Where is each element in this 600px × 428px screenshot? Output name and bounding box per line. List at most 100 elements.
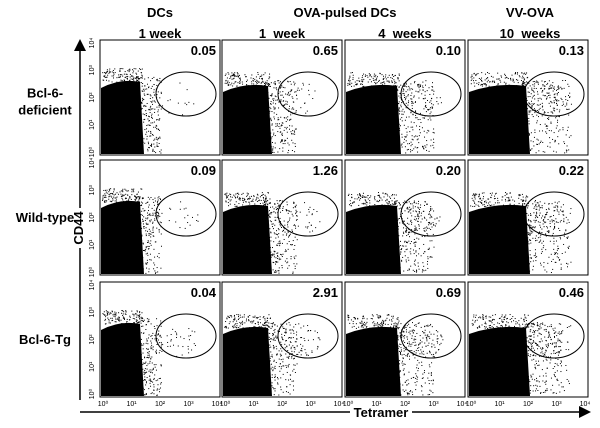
cell-dot (148, 318, 150, 320)
cell-dot (403, 141, 405, 143)
cell-dot (521, 83, 523, 85)
cell-dot (416, 218, 418, 220)
cell-dot (433, 141, 435, 143)
cell-dot (551, 219, 553, 221)
cell-dot (140, 268, 142, 270)
cell-dot (284, 117, 286, 119)
cell-dot (280, 389, 282, 391)
cell-dot (136, 271, 138, 273)
cell-dot (557, 222, 559, 224)
cell-dot (188, 339, 190, 341)
cell-dot (137, 147, 139, 149)
cell-dot (292, 207, 294, 209)
cell-dot (393, 359, 395, 361)
cell-dot (268, 252, 270, 254)
cell-dot (505, 200, 507, 202)
cell-dot (537, 216, 539, 218)
cell-dot (118, 316, 120, 318)
cell-dot (431, 216, 433, 218)
cell-dot (148, 271, 150, 273)
cell-dot (143, 379, 145, 381)
cell-dot (517, 72, 519, 74)
cell-dot (156, 119, 158, 121)
cell-dot (489, 205, 491, 207)
cell-dot (408, 116, 410, 118)
cell-dot (264, 111, 266, 113)
cell-dot (105, 76, 107, 78)
cell-dot (418, 238, 420, 240)
cell-dot (267, 84, 269, 86)
cell-dot (388, 80, 390, 82)
cell-dot (266, 216, 268, 218)
cell-dot (160, 383, 162, 385)
cell-dot (113, 73, 115, 75)
cell-dot (147, 343, 149, 345)
cell-dot (548, 203, 550, 205)
cell-dot (291, 356, 293, 358)
cell-dot (276, 336, 278, 338)
cell-dot (431, 89, 433, 91)
cell-dot (431, 362, 433, 364)
cell-dot (544, 222, 546, 224)
cell-dot (430, 256, 432, 258)
cell-dot (407, 379, 409, 381)
cell-dot (141, 97, 143, 99)
cell-dot (397, 102, 399, 104)
cell-dot (146, 318, 148, 320)
cell-dot (401, 245, 403, 247)
cell-dot (285, 121, 287, 123)
cell-dot (143, 104, 145, 106)
cell-dot (265, 236, 267, 238)
cell-dot (420, 122, 422, 124)
cell-dot (122, 199, 124, 201)
cell-dot (394, 267, 396, 269)
cell-dot (273, 100, 275, 102)
cell-dot (137, 346, 139, 348)
cell-dot (536, 143, 538, 145)
cell-dot (539, 124, 541, 126)
cell-dot (237, 195, 239, 197)
cell-dot (137, 373, 139, 375)
cell-dot (523, 108, 525, 110)
cell-dot (385, 192, 387, 194)
cell-dot (143, 249, 145, 251)
cell-dot (550, 253, 552, 255)
cell-dot (157, 215, 159, 217)
cell-dot (167, 100, 169, 102)
cell-dot (308, 89, 310, 91)
cell-dot (234, 75, 236, 77)
cell-dot (392, 100, 394, 102)
cell-cloud (346, 204, 401, 274)
cell-dot (528, 91, 530, 93)
cell-dot (264, 111, 266, 113)
cell-dot (150, 379, 152, 381)
cell-dot (525, 233, 527, 235)
cell-dot (119, 76, 121, 78)
cell-dot (151, 115, 153, 117)
cell-dot (116, 201, 118, 203)
cell-dot (265, 208, 267, 210)
cell-dot (427, 109, 429, 111)
cell-dot (316, 211, 318, 213)
cell-dot (282, 365, 284, 367)
cell-dot (168, 220, 170, 222)
cell-dot (148, 143, 150, 145)
cell-dot (285, 250, 287, 252)
cell-dot (278, 272, 280, 274)
cell-dot (159, 215, 161, 217)
cell-dot (153, 151, 155, 153)
cell-dot (270, 256, 272, 258)
cell-dot (142, 268, 144, 270)
cell-dot (136, 253, 138, 255)
cell-dot (310, 224, 312, 226)
cell-dot (401, 354, 403, 356)
cell-dot (483, 196, 485, 198)
cell-dot (252, 316, 254, 318)
cell-dot (266, 236, 268, 238)
cell-dot (508, 196, 510, 198)
cell-dot (147, 240, 149, 242)
cell-dot (393, 338, 395, 340)
cell-dot (279, 148, 281, 150)
cell-dot (162, 344, 164, 346)
cell-dot (410, 209, 412, 211)
